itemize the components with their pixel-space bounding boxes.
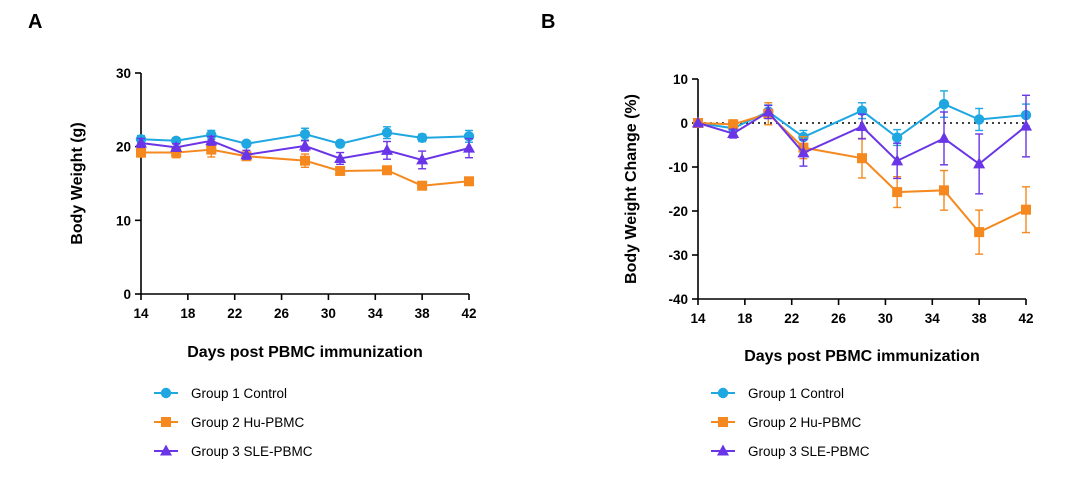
panel-a-y-axis-title: Body Weight (g) [69, 122, 86, 244]
panel-b-y-tick-label: 0 [680, 116, 688, 131]
panel-b-series-2-point [728, 119, 739, 130]
panel-b-legend-marker [717, 444, 729, 456]
panel-a-y-tick-label: 10 [116, 213, 131, 228]
panel-a-x-axis-title: Days post PBMC immunization [187, 344, 423, 361]
panel-a-series-3-point [299, 139, 311, 151]
panel-b-series-1-point [891, 132, 903, 143]
panel-b-chart: -40 -30 -20 -10 0 10 14 18 22 26 30 34 38 42 Body Weig… [623, 72, 1034, 459]
panel-a-series-3-point [381, 143, 393, 155]
panel-b-series-3-point [1020, 119, 1032, 131]
panel-b-series-2-point [892, 187, 903, 198]
panel-a-y-tick-label: 20 [116, 140, 131, 155]
panel-a-series-1-point [241, 138, 252, 149]
panel-a-series-3-point [416, 153, 429, 165]
panel-a-series-3-point [334, 151, 347, 163]
panel-a-series-3-point [463, 141, 475, 153]
panel-a-series-3-point [170, 140, 183, 152]
panel-a-series-2-point [136, 147, 146, 158]
panel-b-series-2-point [857, 153, 867, 164]
panel-b-series-1-point [938, 98, 950, 110]
panel-b-series-3-point [692, 116, 704, 128]
panel-b-series-1-point [856, 105, 868, 116]
panel-b-x-tick-label: 30 [878, 311, 893, 326]
panel-b-series-3-point [973, 157, 986, 169]
panel-a-x-tick-label: 38 [415, 306, 431, 321]
panel-a-series-2-point [171, 147, 182, 158]
panel-b-series-3-point [891, 154, 904, 166]
panel-a-y-tick-label: 30 [116, 66, 131, 81]
panel-b-series-3-point [762, 105, 775, 117]
panel-b-x-tick-label: 38 [972, 311, 988, 326]
panel-b-legend-marker [718, 417, 728, 427]
panel-a-legend-label: Group 1 Control [191, 386, 287, 401]
panel-b-x-axis-title: Days post PBMC immunization [744, 348, 980, 365]
panel-b-y-tick-label: -30 [668, 248, 688, 263]
panel-a-x-tick-label: 30 [321, 306, 336, 321]
panel-a-series-2-point [300, 155, 310, 166]
panel-a-x-tick-label: 22 [227, 306, 242, 321]
panel-b-y-tick-label: -20 [668, 204, 688, 219]
panel-a-series-2-point [335, 165, 346, 176]
panel-a-series-1-point [299, 128, 311, 140]
panel-b-x-tick-label: 18 [737, 311, 753, 326]
panel-b-y-tick-label: 10 [673, 72, 688, 87]
panel-b-legend-label: Group 2 Hu-PBMC [748, 415, 862, 430]
panel-a-chart: 0 10 20 30 14 18 22 26 30 34 38 42 Body Weight (g) Da… [69, 66, 477, 459]
panel-a-x-tick-label: 34 [368, 306, 384, 321]
panel-a-series-1-point [416, 132, 428, 144]
panel-a-series-3-point [240, 148, 253, 160]
panel-a-legend-label: Group 3 SLE-PBMC [191, 444, 313, 459]
panel-a-series-2-point [206, 144, 217, 155]
panel-a-x-tick-label: 26 [274, 306, 290, 321]
panel-b-series-1-point [973, 114, 985, 125]
panel-b-y-tick-label: -40 [668, 292, 688, 307]
panel-a-legend-label: Group 2 Hu-PBMC [191, 415, 305, 430]
panel-b-series-2-point [1021, 204, 1031, 215]
panel-a-series-3-point [205, 134, 218, 146]
panel-a-series-2-point [417, 180, 428, 191]
panel-b-y-tick-label: -10 [668, 160, 688, 175]
panel-a-series-1-point [334, 138, 346, 149]
panel-b-x-tick-label: 34 [925, 311, 941, 326]
panel-a-legend-marker [160, 444, 172, 456]
panel-a-legend-marker [161, 417, 171, 427]
panel-a-x-tick-label: 18 [180, 306, 196, 321]
panel-b-series-2-point [974, 227, 985, 238]
panel-a-series-2-point [464, 176, 474, 187]
panel-b-series-3-point [727, 127, 740, 139]
panel-b-x-tick-label: 26 [831, 311, 847, 326]
panel-b-y-axis-title: Body Weight Change (%) [623, 94, 640, 284]
panel-b-series-3-point [797, 146, 810, 158]
panel-a-legend-marker [160, 387, 172, 399]
panel-b-series-3-point [856, 120, 868, 132]
panel-a-x-tick-label: 14 [133, 306, 149, 321]
panel-letter-a: A [28, 11, 42, 33]
panel-b-legend-marker [717, 387, 729, 399]
panel-a-series-2-point [382, 165, 392, 176]
panel-a-y-tick-label: 0 [123, 287, 131, 302]
panel-b-series-2-point [939, 185, 949, 196]
panel-a-x-tick-label: 42 [461, 306, 476, 321]
panel-b-x-tick-label: 14 [690, 311, 706, 326]
panel-b-legend-label: Group 3 SLE-PBMC [748, 444, 870, 459]
panel-b-legend-label: Group 1 Control [748, 386, 844, 401]
panel-a-series-1-point [381, 127, 393, 138]
panel-b-x-tick-label: 42 [1018, 311, 1033, 326]
panel-letter-b: B [541, 11, 555, 33]
panel-a-series-3-point [135, 136, 147, 148]
panel-b-x-tick-label: 22 [784, 311, 799, 326]
panel-b-series-3-point [938, 131, 950, 143]
